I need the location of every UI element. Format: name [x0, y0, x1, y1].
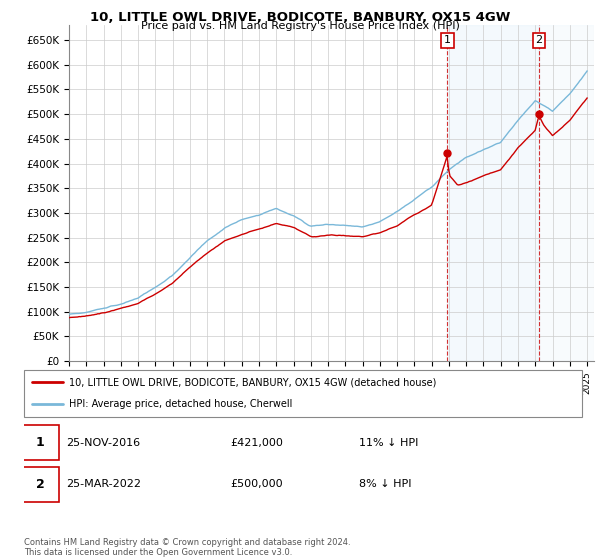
- Text: 2: 2: [535, 35, 542, 45]
- Text: 25-MAR-2022: 25-MAR-2022: [66, 479, 141, 489]
- Text: Contains HM Land Registry data © Crown copyright and database right 2024.
This d: Contains HM Land Registry data © Crown c…: [24, 538, 350, 557]
- Text: 10, LITTLE OWL DRIVE, BODICOTE, BANBURY, OX15 4GW: 10, LITTLE OWL DRIVE, BODICOTE, BANBURY,…: [90, 11, 510, 24]
- Text: 11% ↓ HPI: 11% ↓ HPI: [359, 438, 418, 448]
- FancyBboxPatch shape: [24, 370, 582, 417]
- Text: Price paid vs. HM Land Registry's House Price Index (HPI): Price paid vs. HM Land Registry's House …: [140, 21, 460, 31]
- Text: 1: 1: [36, 436, 44, 449]
- FancyBboxPatch shape: [21, 426, 59, 460]
- Text: 10, LITTLE OWL DRIVE, BODICOTE, BANBURY, OX15 4GW (detached house): 10, LITTLE OWL DRIVE, BODICOTE, BANBURY,…: [68, 377, 436, 388]
- Bar: [448, 25, 539, 361]
- Text: £421,000: £421,000: [230, 438, 283, 448]
- Text: 1: 1: [444, 35, 451, 45]
- Text: HPI: Average price, detached house, Cherwell: HPI: Average price, detached house, Cher…: [68, 399, 292, 409]
- Text: £500,000: £500,000: [230, 479, 283, 489]
- Bar: [539, 25, 594, 361]
- FancyBboxPatch shape: [21, 467, 59, 502]
- Text: 8% ↓ HPI: 8% ↓ HPI: [359, 479, 412, 489]
- Text: 25-NOV-2016: 25-NOV-2016: [66, 438, 140, 448]
- Text: 2: 2: [36, 478, 44, 491]
